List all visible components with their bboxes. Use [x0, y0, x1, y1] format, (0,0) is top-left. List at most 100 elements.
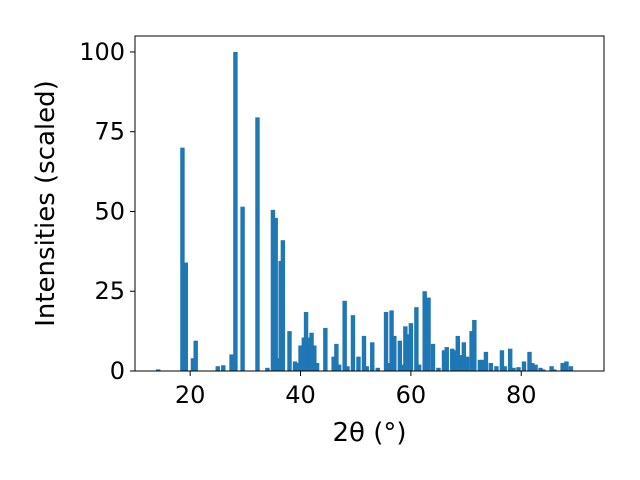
bar [386, 363, 392, 371]
bar [568, 366, 574, 371]
bar [190, 358, 196, 371]
bar [458, 355, 463, 371]
bar [488, 363, 494, 371]
bar [298, 345, 303, 371]
bar [323, 327, 328, 371]
bar [450, 348, 455, 371]
plot-frame [134, 35, 605, 372]
bar [221, 365, 226, 371]
bar [441, 350, 447, 371]
bar [521, 361, 527, 371]
bar [436, 367, 441, 371]
bar [345, 366, 350, 371]
bar [444, 347, 449, 371]
bar [397, 340, 403, 371]
x-tick-label: 60 [396, 381, 427, 409]
bar [342, 300, 347, 371]
bar [155, 369, 161, 371]
bar [301, 337, 307, 371]
bar [414, 307, 419, 371]
bar [549, 366, 554, 371]
bar [334, 343, 339, 371]
bar [215, 366, 220, 371]
bar [392, 335, 397, 371]
bar [494, 366, 499, 371]
y-tick-label: 75 [94, 118, 125, 146]
bar [356, 356, 361, 371]
bar [455, 335, 460, 371]
bar [295, 363, 300, 371]
bar [430, 343, 436, 371]
bar [499, 350, 505, 371]
bar [426, 297, 431, 371]
bar [276, 358, 281, 371]
bar [287, 331, 292, 371]
bar [507, 348, 513, 371]
bar [560, 363, 565, 371]
bar [405, 334, 411, 371]
bar [538, 367, 543, 371]
bar [309, 332, 314, 371]
bar [464, 356, 470, 371]
y-tick-label: 100 [79, 38, 125, 66]
bar [370, 342, 375, 371]
bar [400, 364, 405, 371]
bar [273, 217, 278, 371]
bar [350, 315, 356, 371]
bar [408, 323, 414, 371]
x-tick-label: 20 [175, 381, 206, 409]
bar [278, 260, 283, 371]
bar [233, 51, 238, 371]
bar [422, 291, 427, 371]
bar [312, 345, 317, 371]
bar [292, 361, 298, 371]
bar [552, 369, 557, 371]
bar [314, 363, 320, 371]
bar [383, 311, 389, 371]
x-tick-label: 40 [285, 381, 316, 409]
bar [180, 147, 185, 371]
y-axis-label: Intensities (scaled) [31, 80, 61, 327]
bar [193, 340, 198, 371]
bar [280, 240, 286, 371]
bar [416, 364, 422, 371]
bar [527, 351, 532, 371]
bar [331, 356, 336, 371]
bar [461, 342, 467, 371]
bar [389, 310, 394, 371]
bar [541, 369, 546, 371]
x-tick-label: 80 [506, 381, 537, 409]
bar [265, 367, 270, 371]
bar [511, 367, 516, 371]
bar [477, 359, 483, 371]
x-axis-label: 2θ (°) [332, 418, 406, 448]
bar [303, 311, 309, 371]
bar [270, 209, 276, 371]
bar [364, 366, 369, 371]
bar [183, 262, 188, 371]
bar [336, 364, 342, 371]
y-tick-label: 0 [110, 357, 125, 385]
bar [306, 337, 312, 371]
bar [375, 367, 380, 371]
bar [502, 366, 507, 371]
bar [469, 331, 474, 371]
y-tick-label: 50 [94, 197, 125, 225]
bar [229, 354, 234, 371]
bar [240, 206, 245, 371]
bar [255, 117, 260, 371]
bar [472, 319, 477, 371]
bar [452, 350, 458, 371]
bar [530, 363, 535, 371]
bar [403, 326, 408, 371]
bar [564, 361, 569, 371]
y-tick-label: 25 [94, 277, 125, 305]
bar [516, 367, 521, 371]
x-axis-ticks: 20 40 60 80 [175, 371, 537, 409]
bar [480, 359, 485, 371]
bar [533, 364, 538, 371]
y-axis-ticks: 0 25 50 75 100 [79, 38, 135, 385]
bar [361, 335, 367, 371]
bars-group [155, 51, 574, 371]
